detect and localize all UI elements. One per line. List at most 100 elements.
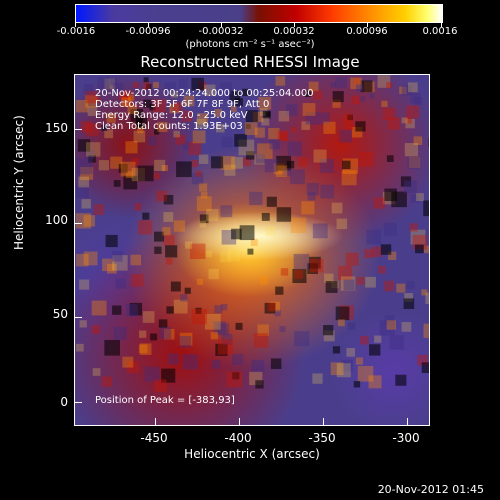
image-pixel-blob: [318, 112, 330, 125]
image-pixel-blob: [413, 136, 423, 146]
image-pixel-blob: [143, 77, 149, 83]
image-pixel-blob: [308, 256, 321, 269]
image-pixel-blob: [112, 305, 122, 315]
image-pixel-blob: [163, 194, 174, 205]
image-pixel-blob: [307, 263, 318, 274]
image-pixel-blob: [130, 108, 144, 122]
image-pixel-blob: [323, 330, 335, 342]
image-pixel-blob: [396, 283, 406, 293]
image-pixel-blob: [304, 90, 312, 97]
y-tick-label: 50: [52, 307, 68, 321]
image-pixel-blob: [112, 255, 128, 271]
colorbar-tick: [75, 22, 76, 27]
image-pixel-blob: [254, 154, 265, 165]
image-pixel-blob: [359, 96, 365, 102]
image-pixel-blob: [157, 121, 168, 132]
image-pixel-blob: [346, 348, 356, 357]
x-tick-label: -450: [140, 431, 168, 445]
image-pixel-blob: [341, 359, 353, 372]
image-pixel-blob: [343, 113, 353, 124]
image-pixel-blob: [332, 91, 344, 103]
plot-title: Reconstructed RHESSI Image: [140, 53, 360, 71]
image-pixel-blob: [336, 218, 348, 230]
image-pixel-blob: [165, 258, 173, 265]
image-pixel-blob: [133, 130, 146, 143]
image-pixel-blob: [130, 254, 141, 266]
x-tick: [239, 418, 240, 425]
image-pixel-blob: [224, 164, 236, 176]
image-pixel-blob: [101, 125, 108, 131]
image-pixel-blob: [166, 306, 174, 314]
image-pixel-blob: [282, 167, 291, 177]
image-pixel-blob: [355, 121, 366, 132]
image-pixel-blob: [324, 273, 334, 283]
image-pixel-blob: [208, 268, 219, 280]
image-pixel-blob: [130, 273, 144, 287]
image-pixel-blob: [217, 323, 230, 336]
image-pixel-blob: [80, 166, 94, 180]
image-pixel-blob: [371, 246, 383, 258]
image-pixel-blob: [158, 326, 172, 340]
image-pixel-blob: [165, 245, 178, 258]
image-pixel-blob: [150, 333, 158, 341]
image-pixel-blob: [313, 90, 323, 100]
image-pixel-blob: [353, 77, 360, 85]
image-pixel-blob: [360, 80, 373, 93]
image-pixel-blob: [379, 320, 395, 336]
image-pixel-blob: [290, 217, 307, 234]
image-pixel-blob: [181, 110, 193, 122]
colorbar-tick-label: 0.0016: [422, 26, 458, 37]
image-pixel-blob: [368, 375, 382, 389]
image-pixel-blob: [261, 117, 270, 126]
image-pixel-blob: [428, 138, 429, 148]
image-pixel-blob: [184, 241, 193, 249]
image-pixel-blob: [279, 326, 286, 333]
image-pixel-blob: [259, 276, 269, 285]
image-pixel-blob: [227, 249, 240, 262]
image-pixel-blob: [128, 94, 135, 101]
colorbar-tick: [294, 22, 295, 27]
image-pixel-blob: [195, 170, 202, 177]
image-pixel-blob: [416, 193, 424, 201]
image-pixel-blob: [417, 354, 428, 366]
image-pixel-blob: [309, 258, 324, 273]
image-pixel-blob: [380, 244, 392, 255]
image-pixel-blob: [142, 81, 151, 90]
image-pixel-blob: [152, 82, 159, 88]
y-tick-label: 150: [45, 121, 68, 135]
image-pixel-blob: [199, 220, 207, 228]
image-pixel-blob: [112, 82, 124, 93]
image-pixel-blob: [204, 313, 221, 330]
image-pixel-blob: [142, 212, 150, 220]
image-pixel-blob: [231, 156, 243, 169]
image-pixel-blob: [78, 176, 90, 188]
image-pixel-blob: [211, 156, 224, 169]
image-pixel-blob: [343, 279, 355, 291]
image-pixel-blob: [139, 330, 147, 338]
image-pixel-blob: [373, 197, 385, 209]
image-pixel-blob: [158, 319, 168, 328]
image-pixel-blob: [104, 78, 116, 90]
image-pixel-blob: [386, 82, 393, 89]
image-pixel-blob: [129, 302, 143, 316]
image-pixel-blob: [79, 279, 90, 290]
image-pixel-blob: [345, 252, 359, 266]
image-pixel-blob: [191, 77, 205, 91]
image-pixel-blob: [154, 129, 160, 135]
image-pixel-blob: [267, 302, 276, 312]
image-pixel-blob: [408, 156, 421, 169]
image-pixel-blob: [164, 82, 176, 94]
image-pixel-blob: [305, 111, 319, 125]
image-pixel-blob: [214, 108, 222, 117]
image-pixel-blob: [214, 305, 223, 314]
image-pixel-blob: [245, 110, 258, 123]
image-pixel-blob: [220, 251, 231, 263]
image-pixel-blob: [287, 141, 302, 156]
image-pixel-blob: [146, 83, 152, 90]
image-pixel-blob: [176, 161, 192, 178]
image-pixel-blob: [199, 214, 209, 224]
image-texture: [75, 75, 429, 392]
image-pixel-blob: [162, 227, 171, 236]
image-pixel-blob: [255, 380, 264, 389]
image-pixel-blob: [407, 156, 420, 170]
